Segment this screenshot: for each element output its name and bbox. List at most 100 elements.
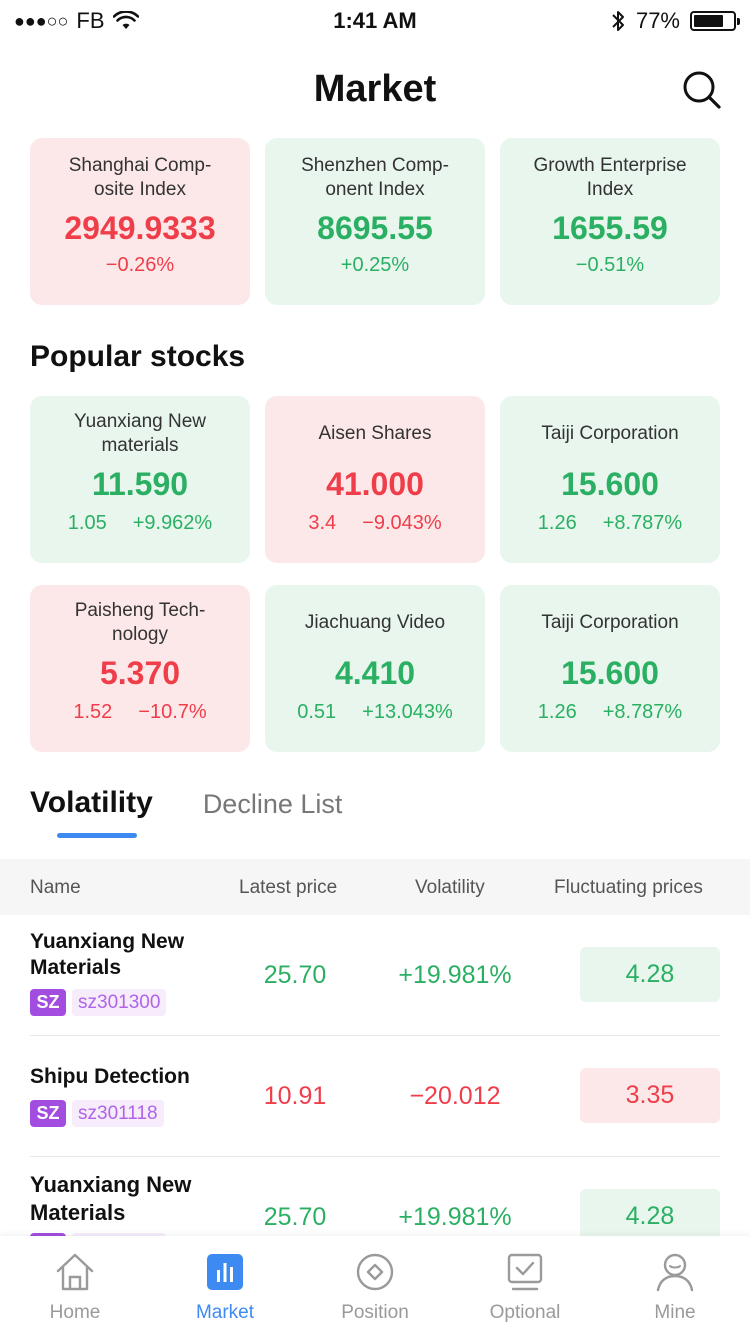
popular-stocks-title: Popular stocks	[30, 340, 246, 373]
row-stock-name: Shipu Detection	[30, 1065, 190, 1088]
search-button[interactable]	[682, 70, 722, 110]
active-tab-indicator	[57, 833, 137, 838]
table-row[interactable]: Shipu Detection SZ sz301118 10.91 −20.01…	[0, 1036, 750, 1157]
row-latest-price: 25.70	[263, 961, 327, 989]
row-volatility: −20.012	[409, 1082, 501, 1110]
clock: 1:41 AM	[333, 8, 417, 33]
nav-label: Mine	[654, 1302, 696, 1323]
row-stock-name: Yuanxiang New Materials	[30, 1172, 192, 1225]
stock-price: 5.370	[99, 655, 181, 691]
row-fluctuating-price: 4.28	[580, 1189, 720, 1244]
row-stock-name: Yuanxiang New Materials	[30, 930, 185, 979]
nav-label: Position	[341, 1302, 409, 1323]
stock-price: 11.590	[91, 466, 189, 502]
popular-stocks-grid: Yuanxiang New materials 11.590 1.05 +9.9…	[30, 396, 720, 752]
stock-name: Aisen Shares	[318, 423, 432, 444]
market-badge: SZ	[30, 1100, 66, 1127]
optional-icon	[507, 1253, 543, 1291]
index-value: 1655.59	[552, 210, 668, 246]
list-tabs: Volatility Decline List	[30, 786, 342, 820]
row-fluctuating-price: 3.35	[580, 1068, 720, 1123]
stock-pct: +8.787%	[602, 512, 683, 534]
stock-name: Paisheng Tech-nology	[74, 600, 206, 645]
page-title: Market	[313, 68, 437, 110]
column-header-latest-price[interactable]: Latest price	[239, 877, 338, 898]
stock-name: Jiachuang Video	[304, 612, 446, 633]
row-latest-price: 10.91	[263, 1082, 327, 1110]
row-volatility: +19.981%	[398, 961, 512, 989]
stock-diff: 1.52	[73, 701, 113, 723]
bluetooth-icon	[612, 11, 624, 31]
stock-code: sz301300	[72, 989, 167, 1016]
stock-card[interactable]: Yuanxiang New materials 11.590 1.05 +9.9…	[30, 396, 250, 563]
stock-price: 15.600	[561, 466, 659, 502]
stock-card[interactable]: Taiji Corporation 15.600 1.26 +8.787%	[500, 585, 720, 752]
row-divider	[30, 1156, 720, 1157]
index-value: 8695.55	[317, 210, 433, 246]
index-cards: Shanghai Comp-osite Index 2949.9333 −0.2…	[30, 138, 720, 305]
stock-diff: 3.4	[308, 512, 337, 534]
carrier-name: FB	[76, 8, 105, 33]
column-header-fluctuating-prices[interactable]: Fluctuating prices	[554, 877, 703, 898]
stock-card[interactable]: Aisen Shares 41.000 3.4 −9.043%	[265, 396, 485, 563]
stock-pct: +9.962%	[132, 512, 213, 534]
stock-diff: 1.26	[537, 701, 577, 723]
index-change: −0.26%	[105, 254, 175, 276]
index-change: +0.25%	[340, 254, 410, 276]
stock-diff: 1.26	[537, 512, 577, 534]
stock-name: Yuanxiang New materials	[73, 411, 207, 456]
index-value: 2949.9333	[64, 210, 216, 246]
home-icon	[56, 1253, 94, 1291]
stock-diff: 0.51	[297, 701, 337, 723]
nav-label: Optional	[489, 1302, 561, 1323]
index-change: −0.51%	[575, 254, 645, 276]
stock-pct: +13.043%	[362, 701, 453, 723]
row-divider	[30, 1035, 720, 1036]
index-card[interactable]: Shenzhen Comp-onent Index 8695.55 +0.25%	[265, 138, 485, 305]
battery-percent: 77%	[635, 8, 680, 33]
stock-card[interactable]: Taiji Corporation 15.600 1.26 +8.787%	[500, 396, 720, 563]
stock-list: Yuanxiang New Materials SZ sz301300 25.7…	[0, 915, 750, 1278]
nav-home[interactable]: Home	[0, 1236, 150, 1334]
wifi-icon	[112, 11, 139, 29]
market-badge: SZ	[30, 989, 66, 1016]
nav-label: Home	[49, 1302, 101, 1323]
stock-price: 41.000	[326, 466, 424, 502]
nav-position[interactable]: Position	[300, 1236, 450, 1334]
bottom-navigation: Home Market Position Optional Mine	[0, 1236, 750, 1334]
column-header-name[interactable]: Name	[30, 877, 81, 898]
row-fluctuating-price: 4.28	[580, 947, 720, 1002]
stock-diff: 1.05	[67, 512, 107, 534]
column-header-volatility[interactable]: Volatility	[415, 877, 485, 898]
stock-price: 4.410	[334, 655, 416, 691]
stock-pct: +8.787%	[602, 701, 683, 723]
search-icon	[683, 71, 721, 109]
stock-card[interactable]: Jiachuang Video 4.410 0.51 +13.043%	[265, 585, 485, 752]
tab-volatility[interactable]: Volatility	[30, 786, 153, 819]
stock-name: Taiji Corporation	[541, 612, 679, 633]
index-name: Growth Enterprise Index	[533, 155, 687, 200]
index-card[interactable]: Growth Enterprise Index 1655.59 −0.51%	[500, 138, 720, 305]
nav-optional[interactable]: Optional	[450, 1236, 600, 1334]
nav-label: Market	[195, 1302, 255, 1323]
stock-price: 15.600	[561, 655, 659, 691]
index-name: Shenzhen Comp-onent Index	[301, 155, 449, 200]
app-header: Market	[0, 60, 750, 120]
stock-pct: −10.7%	[138, 701, 207, 723]
nav-market[interactable]: Market	[150, 1236, 300, 1334]
table-row[interactable]: Yuanxiang New Materials SZ sz301300 25.7…	[0, 915, 750, 1036]
battery-icon	[690, 11, 740, 31]
tab-decline-list[interactable]: Decline List	[202, 789, 343, 819]
battery-level	[694, 15, 724, 27]
stock-card[interactable]: Paisheng Tech-nology 5.370 1.52 −10.7%	[30, 585, 250, 752]
status-bar: ●●●○○ FB 1:41 AM 77%	[0, 0, 750, 42]
row-volatility: +19.981%	[398, 1203, 512, 1231]
index-name: Shanghai Comp-osite Index	[68, 155, 212, 200]
stock-code: sz301118	[72, 1100, 164, 1127]
stock-name: Taiji Corporation	[541, 423, 679, 444]
signal-strength-icon: ●●●○○	[14, 10, 69, 31]
position-icon	[356, 1253, 394, 1291]
mine-icon	[656, 1253, 694, 1292]
nav-mine[interactable]: Mine	[600, 1236, 750, 1334]
index-card[interactable]: Shanghai Comp-osite Index 2949.9333 −0.2…	[30, 138, 250, 305]
